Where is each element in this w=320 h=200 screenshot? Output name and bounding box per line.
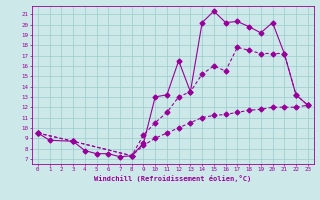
X-axis label: Windchill (Refroidissement éolien,°C): Windchill (Refroidissement éolien,°C) [94, 175, 252, 182]
